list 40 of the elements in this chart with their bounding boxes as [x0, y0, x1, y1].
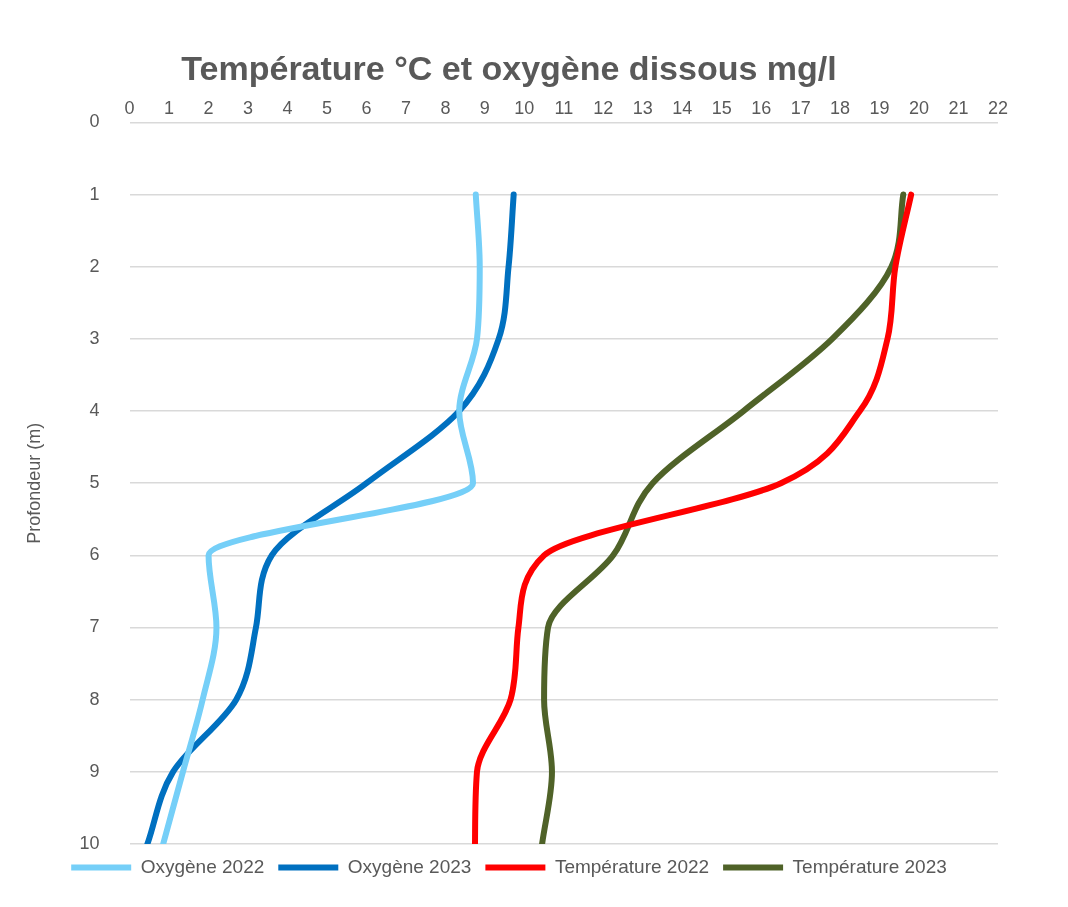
x-tick-label: 0: [124, 97, 135, 118]
x-tick-label: 2: [203, 97, 214, 118]
x-tick-label: 3: [243, 97, 254, 118]
y-tick-label: 3: [89, 327, 100, 348]
x-tick-label: 7: [400, 97, 411, 118]
x-tick-label: 13: [632, 97, 653, 118]
y-tick-label: 6: [89, 544, 100, 565]
x-tick-label: 8: [440, 97, 451, 118]
legend-label: Oxygène 2022: [140, 855, 265, 877]
x-tick-label: 20: [909, 97, 930, 118]
chart-title: Température °C et oxygène dissous mg/l: [181, 48, 837, 87]
x-tick-label: 21: [948, 97, 969, 118]
legend-label: Température 2022: [554, 855, 710, 877]
x-tick-label: 22: [987, 97, 1009, 118]
x-tick-label: 5: [321, 97, 332, 118]
x-tick-label: 4: [282, 97, 293, 118]
y-tick-label: 9: [89, 760, 100, 781]
x-tick-label: 18: [830, 97, 851, 118]
x-tick-label: 15: [711, 97, 732, 118]
x-tick-label: 16: [751, 97, 772, 118]
y-tick-label: 5: [89, 472, 100, 493]
x-tick-label: 10: [514, 97, 535, 118]
x-tick-label: 17: [790, 97, 811, 118]
legend-label: Oxygène 2023: [347, 855, 472, 877]
y-axis-title: Profondeur (m): [23, 422, 44, 544]
y-tick-label: 4: [89, 400, 100, 421]
y-tick-label: 2: [89, 255, 100, 276]
y-tick-label: 1: [89, 183, 100, 204]
y-tick-label: 0: [89, 111, 100, 132]
x-tick-label: 14: [672, 97, 693, 118]
y-tick-label: 10: [79, 832, 100, 853]
x-tick-label: 11: [554, 97, 574, 118]
y-tick-label: 8: [89, 688, 100, 709]
x-tick-label: 1: [164, 97, 175, 118]
x-tick-label: 9: [479, 97, 490, 118]
x-tick-label: 19: [869, 97, 890, 118]
y-tick-label: 7: [89, 616, 100, 637]
legend-label: Température 2023: [792, 855, 947, 877]
x-tick-label: 6: [361, 97, 372, 118]
x-tick-label: 12: [593, 97, 614, 118]
